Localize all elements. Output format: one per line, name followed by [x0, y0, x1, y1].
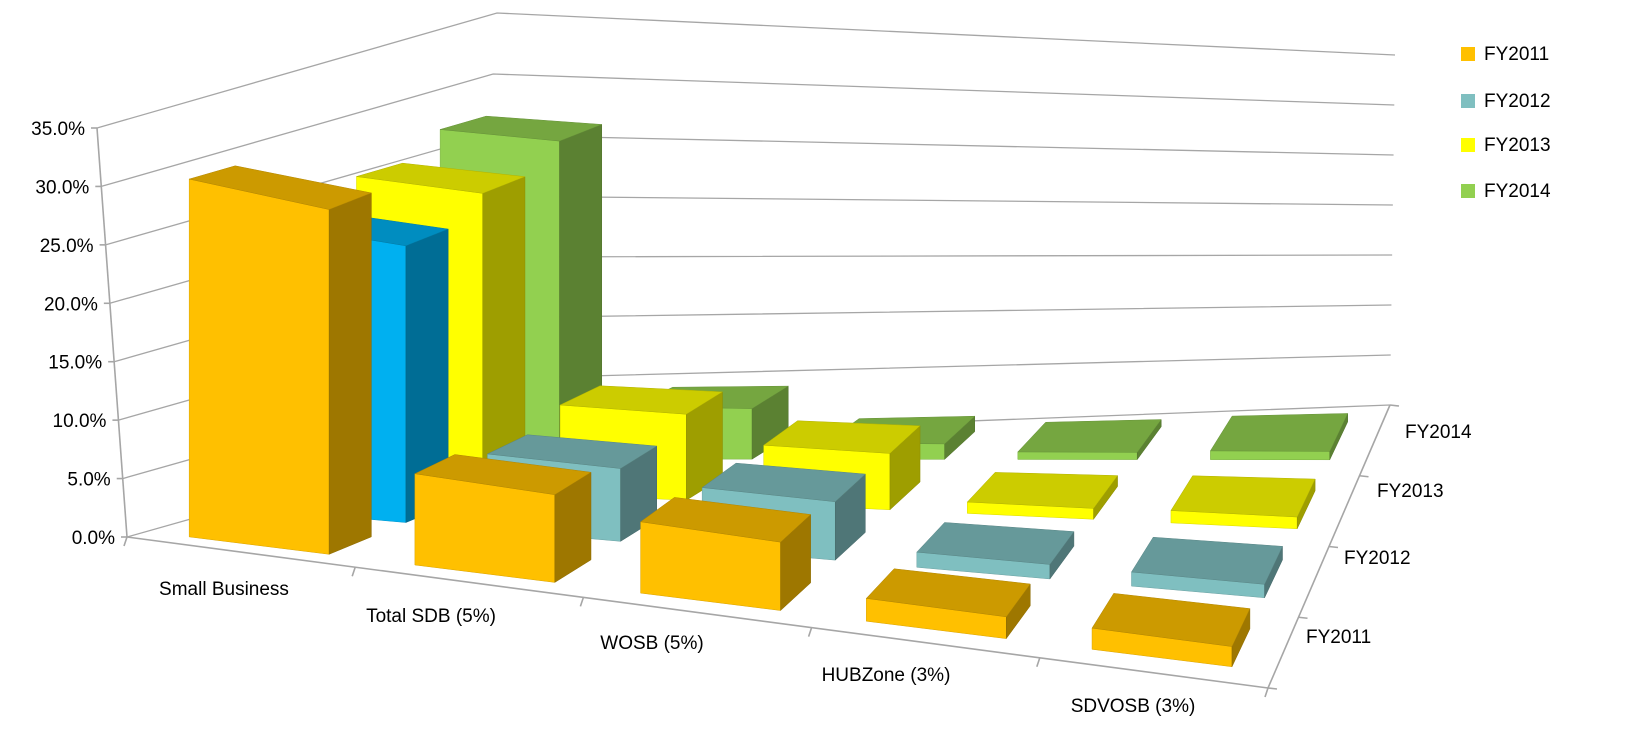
- bar: [1131, 536, 1283, 599]
- legend-item: FY2014: [1461, 181, 1551, 202]
- gridline: [101, 73, 1395, 188]
- depth-tick: [1328, 545, 1339, 549]
- legend-swatch: [1461, 47, 1475, 61]
- bar: [1017, 418, 1162, 461]
- bar: [414, 454, 592, 583]
- x-axis-line: [126, 536, 1269, 689]
- bar: [1091, 593, 1251, 668]
- category-label: Total SDB (5%): [366, 606, 496, 627]
- legend-swatch: [1461, 138, 1475, 152]
- bar-top-face: [414, 454, 592, 495]
- category-label: SDVOSB (3%): [1071, 696, 1196, 717]
- bar-front-face: [188, 178, 330, 555]
- bar-top-face: [639, 497, 812, 543]
- x-tick: [1036, 657, 1041, 668]
- depth-tick: [1389, 404, 1400, 407]
- bar-top-face: [1209, 413, 1349, 452]
- bar-top-face: [1131, 536, 1283, 585]
- bar: [1170, 475, 1316, 530]
- y-tick-label: 15.0%: [48, 353, 102, 374]
- bar: [639, 497, 812, 612]
- x-tick: [351, 566, 356, 577]
- depth-axis-label: FY2012: [1344, 548, 1411, 569]
- depth-axis-label: FY2014: [1405, 422, 1472, 443]
- bar-front-face: [1017, 451, 1138, 460]
- bar-top-face: [865, 568, 1031, 618]
- depth-axis-label: FY2013: [1377, 481, 1444, 502]
- y-tick-label: 20.0%: [44, 294, 98, 315]
- bar-side-face: [328, 192, 372, 555]
- x-tick: [123, 536, 128, 547]
- legend-label: FY2011: [1484, 44, 1549, 65]
- legend-item: FY2011: [1461, 44, 1549, 65]
- bar-top-face: [440, 115, 602, 142]
- bar: [1209, 413, 1349, 461]
- axes: [91, 127, 1400, 698]
- legend-label: FY2013: [1484, 135, 1551, 156]
- axis-labels: 0.0% 5.0% 10.0% 15.0% 20.0% 25.0% 30.0% 35.0% Sm…: [31, 119, 1472, 717]
- depth-tick: [1298, 616, 1308, 620]
- legend-swatch: [1461, 184, 1475, 198]
- bar-top-face: [189, 165, 373, 210]
- y-axis-line: [96, 127, 128, 538]
- bar-top-face: [356, 162, 526, 194]
- bar-top-face: [1091, 593, 1251, 647]
- bar-top-face: [1170, 475, 1316, 518]
- bar-top-face: [916, 522, 1075, 565]
- gridline: [96, 12, 1396, 129]
- legend-label: FY2012: [1484, 91, 1551, 112]
- y-tick-label: 25.0%: [40, 236, 94, 257]
- x-tick: [1264, 687, 1269, 698]
- bar: [966, 472, 1119, 521]
- depth-tick: [1359, 474, 1369, 478]
- y-tick-label: 0.0%: [72, 528, 115, 549]
- category-label: Small Business: [159, 579, 289, 600]
- legend-item: FY2013: [1461, 135, 1551, 156]
- bar-top-face: [1017, 419, 1162, 453]
- bar: [865, 568, 1031, 640]
- depth-tick: [1267, 687, 1278, 690]
- legend-label: FY2014: [1484, 181, 1551, 202]
- bar: [188, 165, 373, 555]
- bars: [188, 115, 1349, 668]
- bar-top-face: [701, 462, 866, 502]
- bar-top-face: [559, 385, 724, 415]
- x-tick: [579, 597, 585, 607]
- y-tick-label: 35.0%: [31, 119, 85, 140]
- bar-top-face: [762, 420, 921, 454]
- legend-swatch: [1461, 94, 1475, 108]
- legend: FY2011 FY2012 FY2013 FY2014: [1461, 44, 1551, 202]
- bar-front-face: [1210, 450, 1331, 461]
- category-label: HUBZone (3%): [822, 665, 951, 686]
- bar-top-face: [966, 472, 1119, 509]
- bar: [916, 522, 1075, 580]
- depth-axis-label: FY2011: [1306, 627, 1371, 648]
- legend-item: FY2012: [1461, 91, 1551, 112]
- y-tick-label: 30.0%: [35, 177, 89, 198]
- x-tick: [807, 627, 813, 637]
- bar-top-face: [486, 434, 658, 469]
- y-tick-label: 5.0%: [67, 470, 110, 491]
- category-label: WOSB (5%): [600, 633, 703, 654]
- y-tick-label: 10.0%: [53, 411, 107, 432]
